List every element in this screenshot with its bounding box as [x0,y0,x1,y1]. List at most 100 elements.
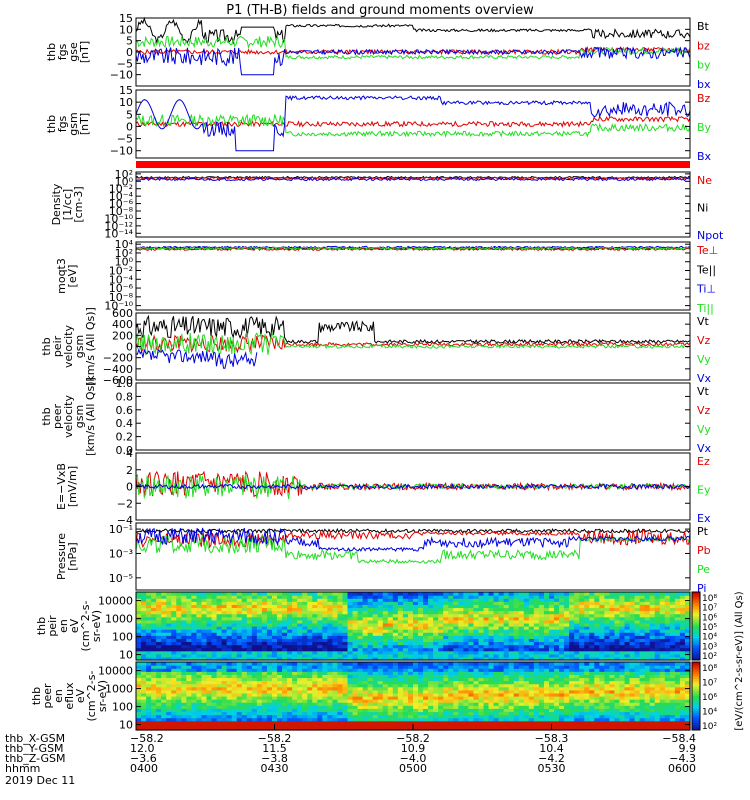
heatmap-cell [312,601,318,605]
heatmap-cell [221,619,228,624]
heatmap-cell [377,665,384,669]
heatmap-cell [337,638,344,643]
heatmap-cell [463,717,469,722]
heatmap-cell [337,626,344,630]
heatmap-cell [614,726,621,731]
panel-frame [135,241,691,311]
heatmap-cell [428,629,434,633]
heatmap-cell [206,607,213,612]
heatmap-cell [236,689,243,694]
heatmap-cell [271,696,278,700]
heatmap-cell [181,607,187,612]
heatmap-cell [463,598,469,602]
heatmap-cell [448,647,454,652]
heatmap-cell [503,702,510,706]
heatmap-cell [322,619,328,624]
heatmap-cell [423,702,429,706]
heatmap-cell [236,726,243,731]
heatmap-cell [256,696,263,700]
heatmap-cell [317,723,323,728]
heatmap-cell [413,607,419,612]
heatmap-cell [463,641,469,646]
heatmap-cell [231,717,238,722]
heatmap-cell [569,668,575,672]
heatmap-cell [548,705,555,709]
heatmap-cell [508,702,515,706]
heatmap-cell [176,677,182,682]
heatmap-cell [156,668,162,672]
heatmap-cell [654,635,661,639]
heatmap-cell [251,720,258,725]
heatmap-cell [382,650,389,655]
heatmap-cell [307,662,313,666]
heatmap-cell [604,686,611,691]
heatmap-cell [221,677,228,682]
heatmap-cell [569,635,575,639]
heatmap-cell [418,632,424,636]
heatmap-cell [584,677,590,682]
heatmap-cell [564,671,570,675]
heatmap-cell [251,689,258,694]
heatmap-cell [312,671,318,675]
heatmap-cell [579,705,585,709]
y-axis-label: E=−VxB [55,463,68,510]
heatmap-cell [156,629,162,633]
heatmap-cell [644,683,651,688]
heatmap-cell [428,711,434,716]
heatmap-cell [201,662,208,666]
heatmap-cell [559,607,565,612]
heatmap-cell [141,613,147,618]
heatmap-cell [201,708,208,713]
heatmap-cell [146,699,152,703]
heatmap-cell [201,607,208,612]
heatmap-cell [136,598,142,602]
heatmap-cell [191,622,198,627]
panel-peer_eflux: 10000100010010thbpeerenefluxeV(cm^2-s-sr… [30,661,691,732]
heatmap-cell [609,702,616,706]
heatmap-cell [473,723,480,728]
heatmap-cell [684,619,691,624]
heatmap-cell [679,644,686,649]
heatmap-cell [624,671,631,675]
heatmap-cell [287,592,293,596]
heatmap-cell [624,708,631,713]
heatmap-cell [493,629,500,633]
heatmap-cell [261,635,268,639]
heatmap-cell [684,629,691,633]
y-tick-label: 0.0 [116,444,134,457]
heatmap-cell [478,696,485,700]
heatmap-cell [508,680,515,685]
heatmap-cell [543,641,550,646]
heatmap-cell [397,689,404,694]
heatmap-cell [614,647,621,652]
heatmap-cell [448,641,454,646]
heatmap-cell [156,708,162,713]
heatmap-cell [443,723,449,728]
heatmap-cell [327,601,334,605]
heatmap-cell [261,622,268,627]
heatmap-cell [231,610,238,615]
heatmap-cell [513,656,520,661]
heatmap-cell [453,726,459,731]
heatmap-cell [483,601,490,605]
heatmap-cell [418,604,424,609]
heatmap-cell [297,622,303,627]
heatmap-cell [136,619,142,624]
heatmap-cell [528,674,535,679]
heatmap-cell [564,689,570,694]
heatmap-cell [352,717,359,722]
heatmap-cell [357,717,364,722]
heatmap-cell [659,699,666,703]
heatmap-cell [574,632,580,636]
heatmap-cell [488,638,495,643]
heatmap-cell [458,622,464,627]
y-axis-label: [km/s (All Qs)] [84,307,97,386]
heatmap-cell [231,671,238,675]
heatmap-cell [327,610,334,615]
heatmap-cell [659,610,666,615]
heatmap-cell [302,592,308,596]
heatmap-cell [564,629,570,633]
heatmap-cell [297,708,303,713]
heatmap-cell [186,647,192,652]
